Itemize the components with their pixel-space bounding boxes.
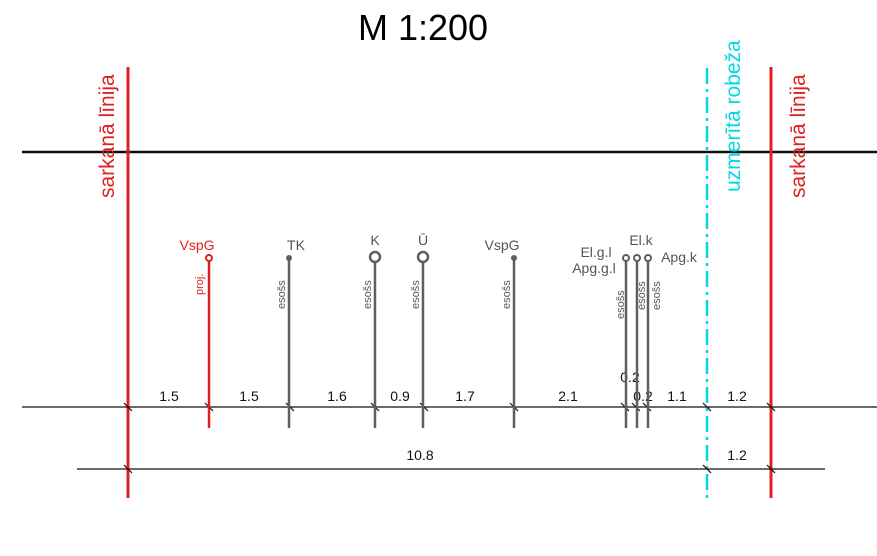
utility-label: TK	[287, 237, 306, 253]
utility-sublabel: esošs	[501, 280, 513, 309]
utility-vspg: VspG esošs	[484, 237, 520, 428]
utility-label: El.g.l	[580, 244, 611, 260]
utility-label: El.k	[629, 232, 653, 248]
utility-sublabel: esošs	[362, 280, 374, 309]
utility-el-k: El.k esošs	[629, 232, 654, 428]
utility-sublabel: esošs	[636, 281, 648, 310]
utility-label: VspG	[179, 237, 214, 253]
dimension-value: 1.2	[727, 447, 747, 463]
utility-sublabel: proj.	[194, 274, 206, 295]
dimension-ticks-row2	[123, 464, 776, 474]
dimension-value: 2.1	[558, 388, 578, 404]
surveyed-boundary-label: uzmerītā robeža	[722, 40, 745, 192]
dimension-value: 1.2	[727, 388, 747, 404]
utility-apg-k: Apg.k esošs	[644, 249, 698, 428]
scale-title: M 1:200	[358, 7, 488, 48]
dimension-value: 1.5	[159, 388, 179, 404]
utility-sublabel: esošs	[410, 280, 422, 309]
dimension-value: 1.1	[667, 388, 687, 404]
utility-sublabel: esošs	[615, 290, 627, 319]
utility-label: K	[370, 232, 380, 248]
right-red-line-label: sarkanā līnija	[787, 74, 810, 198]
dimension-value: 10.8	[406, 447, 433, 463]
utility-label: Apg.k	[661, 249, 698, 265]
utility-sublabel: esošs	[276, 280, 288, 309]
utility-vspg-proj: VspG proj.	[179, 237, 215, 428]
dimension-value: 0.9	[390, 388, 410, 404]
utility-k: K esošs	[362, 232, 382, 428]
dimension-value: 1.5	[239, 388, 259, 404]
utility-u: Ū esošs	[410, 232, 430, 428]
left-red-line-label: sarkanā līnija	[96, 74, 119, 198]
utility-el-g-l: El.g.l Apg.g.l esošs	[572, 244, 630, 428]
utility-label: VspG	[484, 237, 519, 253]
dimension-value: 1.6	[327, 388, 347, 404]
dimension-value: 1.7	[455, 388, 475, 404]
utility-tk: TK esošs	[276, 237, 306, 428]
utility-label: Ū	[418, 232, 428, 248]
utility-label: Apg.g.l	[572, 260, 616, 276]
utility-sublabel: esošs	[651, 281, 663, 310]
